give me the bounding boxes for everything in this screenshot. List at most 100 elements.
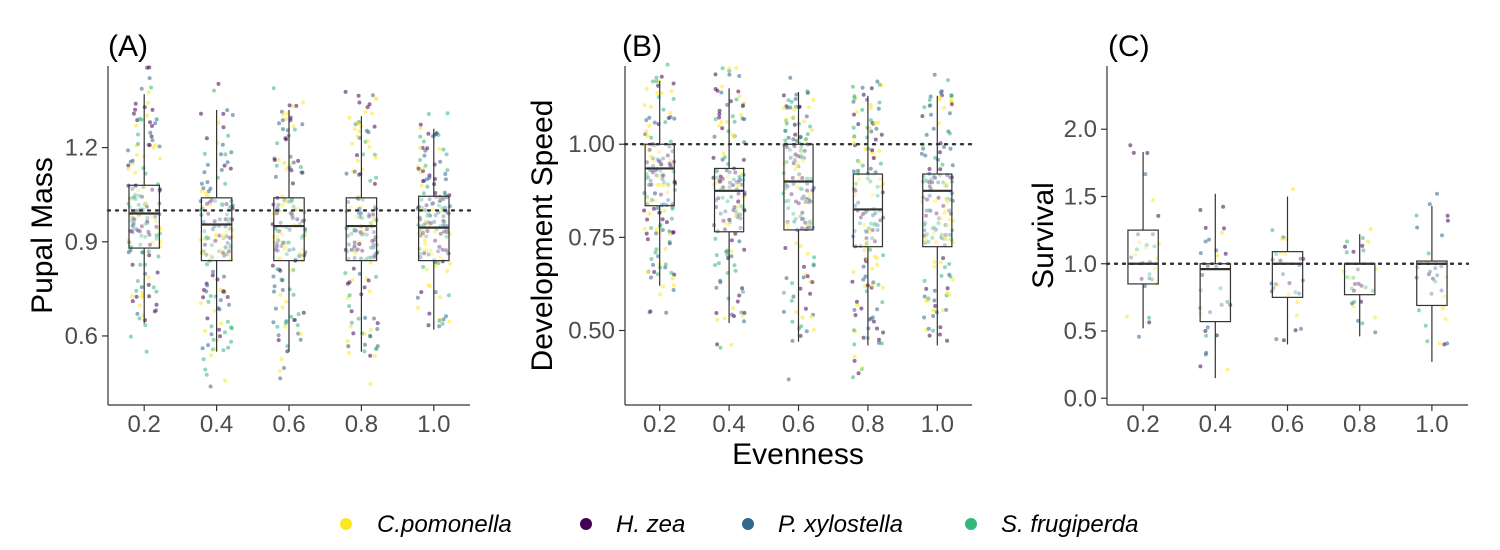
data-point — [939, 89, 944, 94]
data-point — [732, 134, 736, 139]
data-point — [728, 180, 732, 185]
data-point — [295, 217, 300, 222]
data-point — [208, 294, 213, 298]
data-point — [880, 300, 885, 305]
data-point — [154, 117, 159, 122]
data-point — [666, 198, 671, 202]
data-point — [205, 193, 210, 198]
data-point — [941, 203, 946, 208]
data-point — [283, 244, 288, 249]
data-point — [145, 113, 150, 118]
data-point — [939, 216, 944, 221]
data-point — [425, 146, 430, 151]
data-point — [284, 299, 289, 304]
data-point — [437, 199, 442, 203]
data-point — [221, 111, 226, 116]
data-point — [648, 104, 653, 109]
data-point — [717, 112, 722, 116]
data-point — [209, 243, 214, 248]
data-point — [723, 227, 727, 232]
data-point — [213, 238, 218, 243]
data-point — [713, 263, 717, 268]
data-point — [870, 148, 875, 153]
data-point — [442, 229, 447, 234]
data-point — [370, 111, 375, 116]
data-point — [786, 377, 791, 382]
data-point — [437, 244, 442, 249]
data-point — [851, 270, 856, 274]
data-point — [783, 246, 788, 250]
data-point — [730, 114, 735, 119]
data-point — [279, 357, 284, 362]
data-point — [427, 197, 432, 202]
data-point — [947, 262, 952, 266]
data-point — [208, 186, 213, 191]
data-point — [445, 168, 450, 173]
data-point — [203, 367, 208, 372]
data-point — [149, 85, 154, 90]
data-point — [436, 249, 441, 254]
data-point — [437, 147, 442, 151]
data-point — [644, 129, 649, 134]
data-point — [130, 186, 135, 191]
data-point — [358, 230, 363, 235]
boxplot-0.8 — [852, 95, 884, 346]
data-point — [649, 257, 654, 261]
box-body — [1199, 263, 1232, 323]
boxplot-0.6 — [1271, 196, 1304, 345]
data-point — [211, 269, 215, 274]
data-point — [372, 238, 377, 243]
box-body — [1127, 229, 1159, 285]
data-point — [137, 193, 142, 198]
data-point — [664, 310, 669, 315]
data-point — [291, 247, 296, 252]
data-point — [223, 181, 228, 186]
data-point — [204, 136, 209, 141]
data-point — [877, 149, 882, 153]
data-point — [130, 161, 135, 166]
data-point — [668, 139, 673, 144]
data-point — [425, 184, 430, 189]
y-tick-label: 0.6 — [65, 323, 98, 350]
data-point — [227, 205, 232, 210]
x-tick-label: 0.8 — [1343, 411, 1376, 438]
data-point — [419, 197, 424, 202]
panel-label: (B) — [622, 30, 662, 63]
data-point — [784, 118, 789, 122]
data-point — [291, 292, 296, 297]
data-point — [1429, 291, 1434, 296]
data-point — [642, 103, 647, 108]
data-point — [427, 175, 432, 180]
data-point — [671, 230, 676, 235]
data-point — [790, 319, 795, 324]
data-point — [732, 314, 736, 319]
data-point — [281, 127, 285, 132]
data-point — [1440, 233, 1444, 238]
data-point — [784, 276, 789, 281]
data-point — [797, 172, 802, 177]
data-point — [865, 257, 870, 262]
data-point — [276, 203, 281, 207]
data-point — [732, 205, 737, 210]
data-point — [1355, 267, 1360, 272]
data-point — [1435, 273, 1440, 278]
data-point — [655, 182, 659, 187]
data-point — [131, 111, 136, 116]
data-point — [788, 75, 793, 80]
data-point — [943, 235, 948, 240]
data-point — [947, 131, 952, 136]
data-point — [852, 141, 856, 146]
data-point — [296, 158, 301, 163]
data-point — [1293, 328, 1298, 333]
x-tick-label: 1.0 — [921, 411, 954, 438]
data-point — [714, 285, 719, 290]
data-point — [208, 254, 213, 258]
data-point — [1440, 306, 1445, 311]
data-point — [1437, 341, 1442, 346]
data-point — [224, 202, 229, 206]
data-point — [1425, 339, 1430, 344]
data-point — [275, 141, 280, 146]
data-point — [871, 319, 876, 324]
data-point — [862, 222, 867, 227]
